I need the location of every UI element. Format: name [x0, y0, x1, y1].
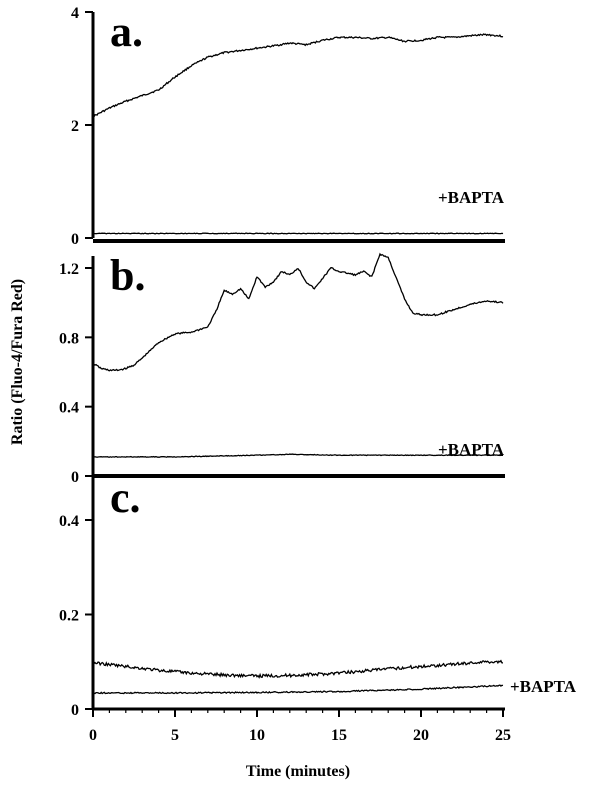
- panel-label: c.: [110, 473, 141, 522]
- y-axis-title: Ratio (Fluo-4/Fura Red): [9, 279, 26, 445]
- y-tick-label: 0.8: [59, 330, 79, 347]
- panel-label: b.: [110, 251, 145, 300]
- y-tick-label: 4: [71, 5, 79, 22]
- y-tick-label: 2: [71, 118, 79, 135]
- shared-x-axis: 0 5 10 15 20 25 Time (minutes): [89, 707, 511, 780]
- panel-3: 0 0.2 0.4 c. +BAPTA: [59, 473, 577, 719]
- x-axis-title: Time (minutes): [246, 763, 350, 780]
- panel-2: 0 0.4 0.8 1.2 b. +BAPTA: [59, 251, 505, 486]
- y-tick-label: 0: [71, 231, 79, 248]
- x-tick-label: 10: [249, 727, 265, 744]
- y-tick-label: 0.4: [59, 400, 79, 417]
- y-tick-label: 0: [71, 702, 79, 719]
- y-tick-label: 0: [71, 469, 79, 486]
- x-tick-label: 25: [495, 727, 511, 744]
- series-line-bapta: [92, 232, 504, 235]
- bapta-annotation: +BAPTA: [510, 677, 577, 696]
- bapta-annotation: +BAPTA: [438, 188, 505, 207]
- x-ticks: 0 5 10 15 20 25: [89, 709, 511, 744]
- series-line-bapta: [93, 684, 504, 695]
- y-tick-label: 1.2: [59, 261, 79, 278]
- bapta-annotation: +BAPTA: [438, 440, 505, 459]
- x-tick-label: 20: [413, 727, 429, 744]
- y-tick-label: 0.4: [59, 513, 79, 530]
- series-line-bapta: [92, 453, 504, 458]
- panel-1: 0 2 4 a. +BAPTA: [71, 5, 505, 248]
- panel-label: a.: [110, 7, 143, 56]
- x-tick-label: 5: [171, 727, 179, 744]
- series-line-control: [92, 252, 504, 372]
- panels: 0 2 4 a. +BAPTA 0 0.4 0.8 1.2 b. +BAPTA 0 0.2 0.4 c. +B…: [59, 5, 577, 719]
- series-line-control: [92, 33, 504, 118]
- y-tick-label: 0.2: [59, 608, 79, 625]
- series-line-control: [92, 659, 503, 679]
- x-tick-label: 0: [89, 727, 97, 744]
- x-tick-label: 15: [331, 727, 347, 744]
